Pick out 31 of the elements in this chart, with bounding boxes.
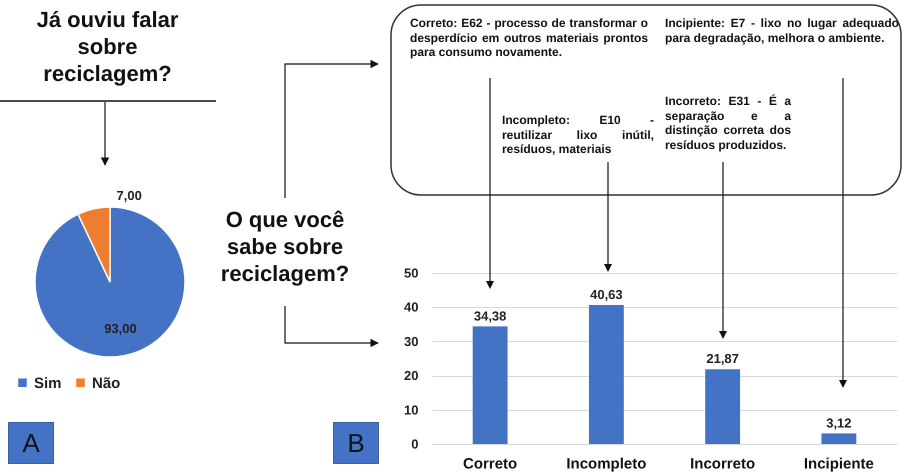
- text: Correto: E62 - processo de transformar o desperdício em outros materiais prontos para consumo novamente.: [410, 16, 648, 60]
- text: B: [333, 422, 379, 464]
- data-label: 93,00: [104, 320, 137, 336]
- data-label: 40,63: [590, 287, 623, 302]
- legend-label: Sim: [34, 374, 62, 392]
- text: Incompleto: E10 - reutilizar lixo inútil, resíduos, materiais: [502, 113, 654, 156]
- x-tick-label: Correto: [463, 456, 518, 472]
- data-label: 21,87: [706, 351, 739, 366]
- y-tick-label: 40: [404, 300, 418, 315]
- data-label: 3,12: [826, 415, 852, 430]
- text: Incorreto: E31 - É a separação e a distinção correta dos resíduos produzidos.: [665, 94, 791, 152]
- data-label: 34,38: [474, 308, 506, 324]
- bar: [588, 305, 624, 444]
- y-tick-label: 20: [404, 368, 418, 384]
- bar: [472, 326, 508, 444]
- bar: [705, 369, 740, 444]
- y-tick-label: 0: [411, 436, 418, 452]
- data-label: 7,00: [116, 188, 142, 204]
- legend-label: Não: [92, 374, 120, 392]
- text: Incipiente: E7 - lixo no lugar adequado para degradação, melhora o ambiente.: [665, 16, 899, 45]
- bar: [821, 433, 856, 444]
- chart-title: O que você sabe sobre reciclagem?: [220, 206, 350, 287]
- y-tick-label: 10: [404, 402, 418, 418]
- pie-slice: [34, 206, 186, 358]
- x-tick-label: Incipiente: [804, 456, 874, 472]
- y-tick-label: 30: [404, 334, 418, 349]
- chart-title: Já ouviu falar sobre reciclagem?: [36, 6, 180, 87]
- y-tick-label: 50: [404, 266, 418, 280]
- text: A: [8, 422, 54, 464]
- x-tick-label: Incompleto: [566, 456, 646, 472]
- x-tick-label: Incorreto: [690, 456, 756, 472]
